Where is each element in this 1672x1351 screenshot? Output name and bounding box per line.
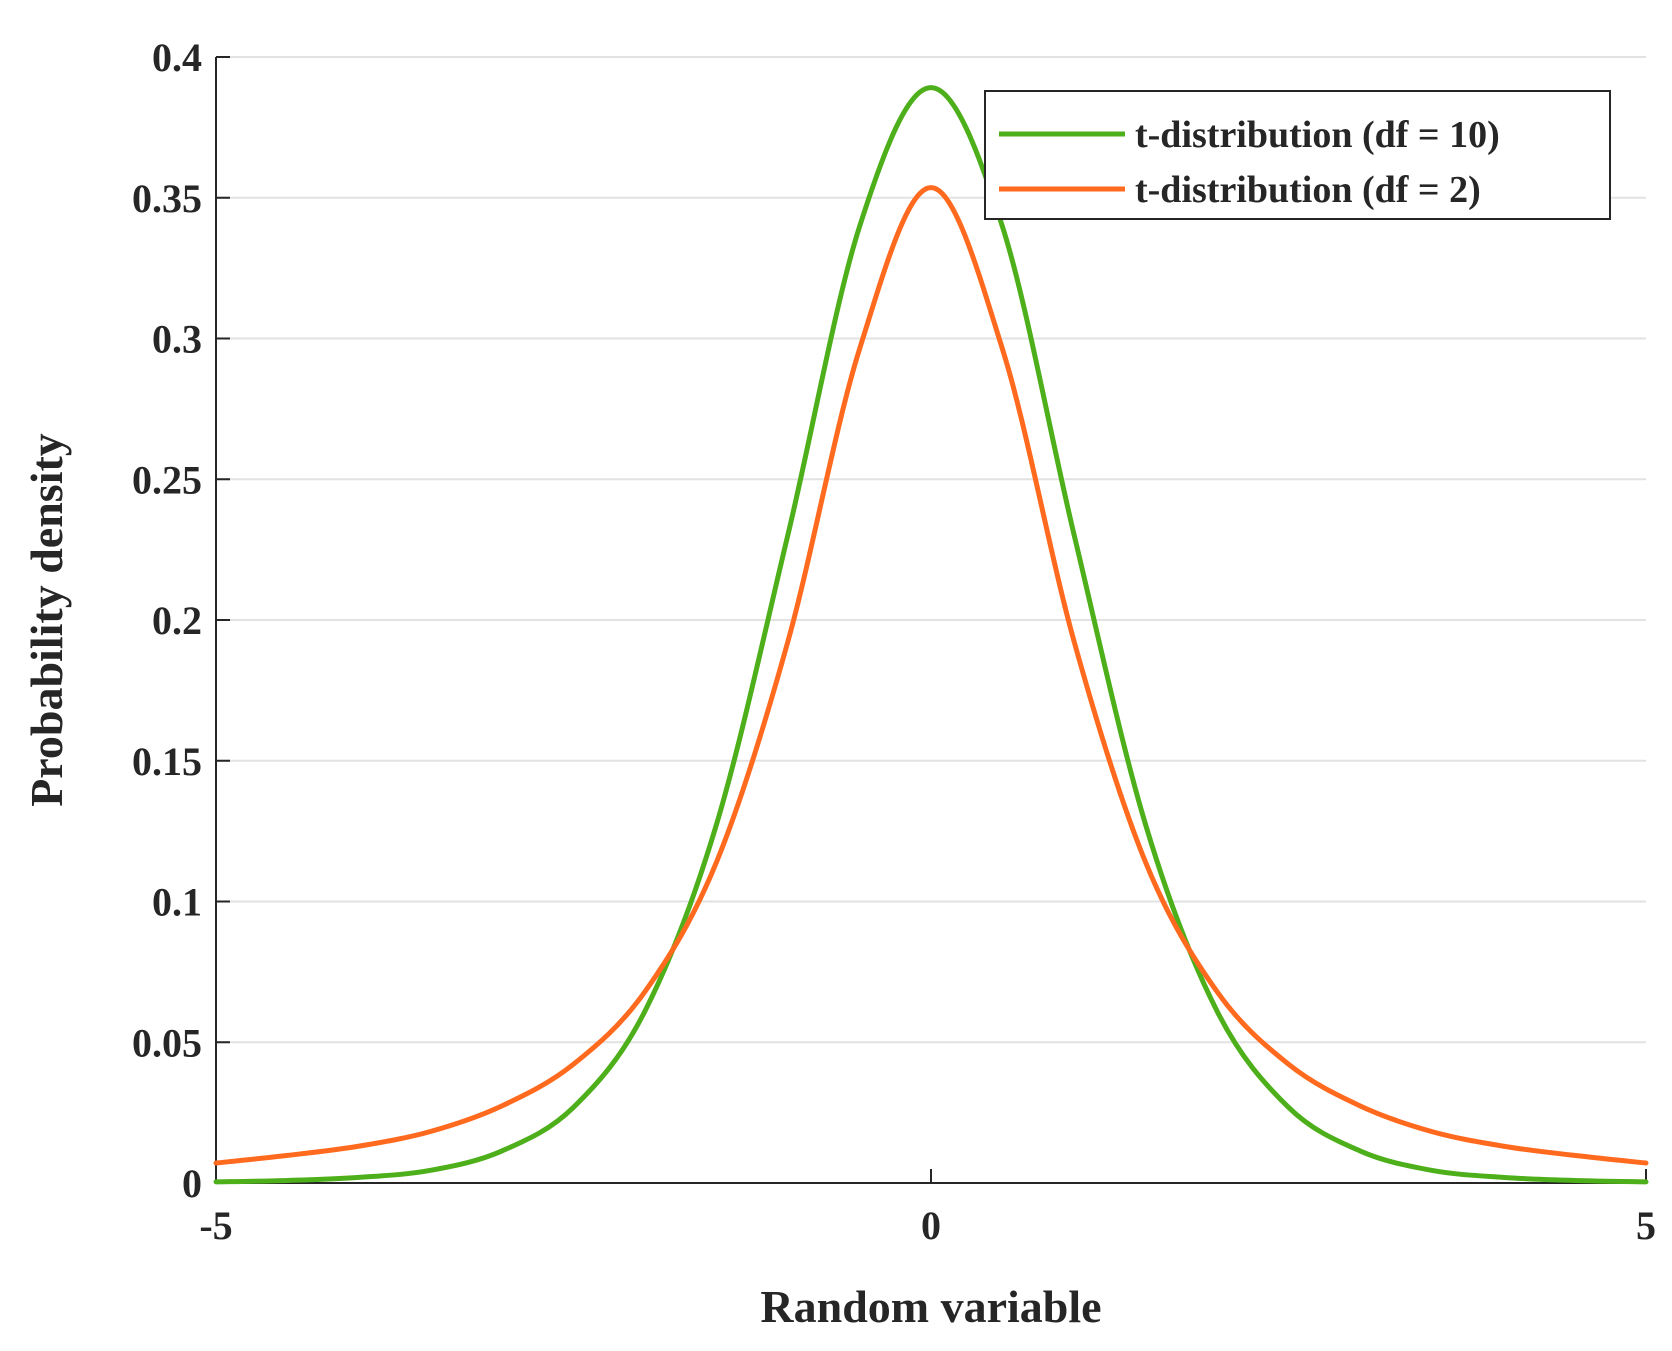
y-tick-label: 0.35 <box>132 176 202 221</box>
x-tick-label: 5 <box>1636 1203 1656 1248</box>
grid-lines <box>216 56 1646 1044</box>
legend: t-distribution (df = 10) t-distribution (… <box>984 90 1611 220</box>
series-line-2 <box>213 185 1649 1166</box>
y-axis-title: Probability density <box>21 433 72 807</box>
tick-labels: 00.050.10.150.20.250.30.350.4-5 0 5 <box>132 35 1656 1248</box>
y-tick-label: 0.05 <box>132 1020 202 1065</box>
series-lines <box>213 85 1649 1185</box>
y-tick-label: 0.2 <box>152 598 202 643</box>
y-tick-label: 0.15 <box>132 739 202 784</box>
series-line-1 <box>213 85 1649 1185</box>
legend-label-1: t-distribution (df = 10) <box>1135 114 1500 156</box>
legend-box <box>984 90 1611 220</box>
y-tick-label: 0.1 <box>152 880 202 925</box>
x-axis-title: Random variable <box>760 1281 1101 1332</box>
y-tick-label: 0.25 <box>132 457 202 502</box>
y-tick-label: 0.4 <box>152 35 202 80</box>
y-tick-label: 0 <box>182 1161 202 1206</box>
legend-label-2: t-distribution (df = 2) <box>1135 169 1481 211</box>
y-tick-label: 0.3 <box>152 317 202 362</box>
x-tick-label: -5 <box>199 1203 232 1248</box>
x-tick-label: 0 <box>921 1203 941 1248</box>
